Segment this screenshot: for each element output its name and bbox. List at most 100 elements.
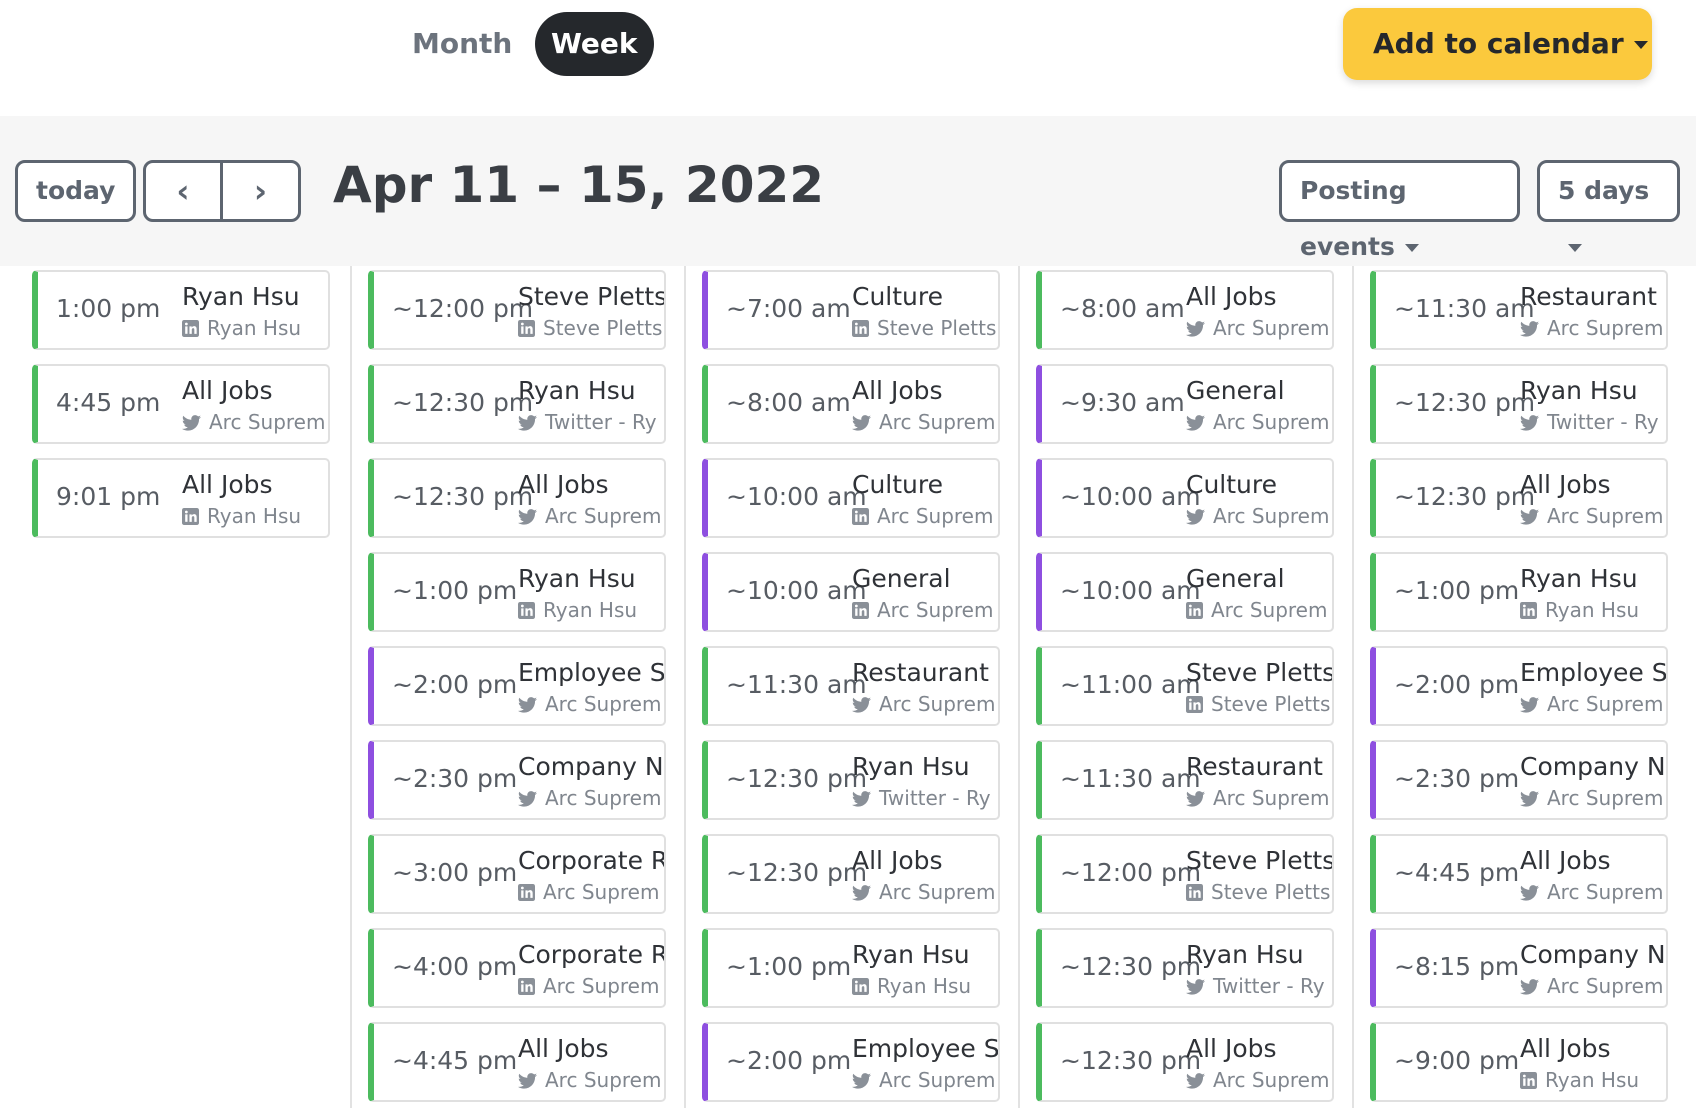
account-name: Twitter - Ry (545, 410, 657, 434)
icon (518, 884, 535, 901)
icon (852, 508, 869, 525)
event-time: ~8:00 am (726, 388, 851, 417)
event-title: Company N (518, 752, 664, 781)
network-icon (852, 410, 879, 434)
event-card[interactable]: ~1:00 pm Ryan Hsu Ryan Hsu (1370, 552, 1668, 632)
event-card[interactable]: ~9:00 pm All Jobs Ryan Hsu (1370, 1022, 1668, 1102)
event-title: Ryan Hsu (182, 282, 300, 311)
event-card[interactable]: ~12:30 pm All Jobs Arc Suprem (702, 834, 1000, 914)
event-card[interactable]: ~7:00 am Culture Steve Pletts (702, 270, 1000, 350)
event-title: Ryan Hsu (518, 564, 636, 593)
account-name: Twitter - Ry (1213, 974, 1325, 998)
event-card[interactable]: ~12:30 pm Ryan Hsu Twitter - Ry (368, 364, 666, 444)
add-to-calendar-button[interactable]: Add to calendar (1343, 8, 1652, 80)
event-card[interactable]: ~11:30 am Restaurant Arc Suprem (702, 646, 1000, 726)
event-account: Arc Suprem (852, 410, 995, 434)
event-card[interactable]: ~1:00 pm Ryan Hsu Ryan Hsu (702, 928, 1000, 1008)
add-label: Add to calendar (1373, 27, 1648, 60)
event-account: Arc Suprem (182, 410, 325, 434)
account-name: Arc Suprem (1547, 504, 1664, 528)
prev-button[interactable]: ‹ (143, 160, 223, 222)
icon (1520, 791, 1539, 807)
event-card[interactable]: ~12:30 pm Ryan Hsu Twitter - Ry (1370, 364, 1668, 444)
event-card[interactable]: ~9:30 am General Arc Suprem (1036, 364, 1334, 444)
event-card[interactable]: ~12:30 pm Ryan Hsu Twitter - Ry (702, 740, 1000, 820)
event-card[interactable]: ~11:00 am Steve Pletts Steve Pletts (1036, 646, 1334, 726)
event-time: ~12:30 pm (392, 388, 534, 417)
event-account: Steve Pletts (852, 316, 996, 340)
event-account: Arc Suprem (1520, 692, 1663, 716)
event-time: ~10:00 am (1060, 576, 1201, 605)
event-card[interactable]: ~2:30 pm Company N Arc Suprem (368, 740, 666, 820)
month-tab[interactable]: Month (412, 27, 513, 60)
event-time: ~11:30 am (1394, 294, 1535, 323)
event-card[interactable]: 4:45 pm All Jobs Arc Suprem (32, 364, 330, 444)
event-card[interactable]: ~11:30 am Restaurant Arc Suprem (1036, 740, 1334, 820)
event-card[interactable]: ~10:00 am General Arc Suprem (1036, 552, 1334, 632)
view-button[interactable]: 5 days (1537, 160, 1680, 222)
icon (1520, 697, 1539, 713)
event-account: Ryan Hsu (182, 504, 301, 528)
day-column: 1:00 pm Ryan Hsu Ryan Hsu 4:45 pm All Jobs Ar… (16, 266, 350, 1108)
account-name: Arc Suprem (1213, 316, 1330, 340)
event-card[interactable]: ~12:30 pm All Jobs Arc Suprem (1036, 1022, 1334, 1102)
event-account: Twitter - Ry (1520, 410, 1659, 434)
event-title: General (1186, 564, 1285, 593)
network-icon (852, 974, 877, 998)
network-icon (1520, 974, 1547, 998)
filter-button[interactable]: Posting events (1279, 160, 1520, 261)
next-button[interactable]: › (220, 160, 301, 222)
event-title: All Jobs (518, 1034, 609, 1063)
event-time: ~8:00 am (1060, 294, 1185, 323)
event-title: All Jobs (852, 846, 943, 875)
network-icon (1520, 504, 1547, 528)
week-tab[interactable]: Week (535, 12, 654, 76)
event-card[interactable]: ~8:15 pm Company N Arc Suprem (1370, 928, 1668, 1008)
event-account: Arc Suprem (1520, 880, 1663, 904)
event-card[interactable]: ~10:00 am General Arc Suprem (702, 552, 1000, 632)
event-title: Employee S (1520, 658, 1668, 687)
event-card[interactable]: ~4:45 pm All Jobs Arc Suprem (1370, 834, 1668, 914)
event-title: Ryan Hsu (1520, 376, 1638, 405)
event-title: Employee S (518, 658, 666, 687)
network-icon (1520, 316, 1547, 340)
event-card[interactable]: ~4:45 pm All Jobs Arc Suprem (368, 1022, 666, 1102)
event-card[interactable]: ~3:00 pm Corporate R Arc Suprem (368, 834, 666, 914)
account-name: Ryan Hsu (207, 316, 302, 340)
event-time: ~12:00 pm (392, 294, 534, 323)
event-card[interactable]: ~12:30 pm Ryan Hsu Twitter - Ry (1036, 928, 1334, 1008)
event-account: Arc Suprem (852, 598, 993, 622)
event-card[interactable]: ~10:00 am Culture Arc Suprem (702, 458, 1000, 538)
event-title: Ryan Hsu (1186, 940, 1304, 969)
account-name: Arc Suprem (545, 786, 662, 810)
event-title: General (1186, 376, 1285, 405)
event-card[interactable]: ~8:00 am All Jobs Arc Suprem (1036, 270, 1334, 350)
network-icon (1520, 786, 1547, 810)
event-card[interactable]: ~1:00 pm Ryan Hsu Ryan Hsu (368, 552, 666, 632)
event-account: Arc Suprem (1520, 504, 1663, 528)
event-title: Culture (1186, 470, 1278, 499)
event-card[interactable]: ~4:00 pm Corporate R Arc Suprem (368, 928, 666, 1008)
event-card[interactable]: ~12:00 pm Steve Pletts Steve Pletts (1036, 834, 1334, 914)
event-time: ~3:00 pm (392, 858, 518, 887)
filter-label: Posting events (1300, 176, 1419, 261)
event-card[interactable]: ~2:00 pm Employee S Arc Suprem (1370, 646, 1668, 726)
event-card[interactable]: 9:01 pm All Jobs Ryan Hsu (32, 458, 330, 538)
event-card[interactable]: ~2:00 pm Employee S Arc Suprem (368, 646, 666, 726)
event-title: Culture (852, 282, 944, 311)
event-card[interactable]: ~12:30 pm All Jobs Arc Suprem (1370, 458, 1668, 538)
event-card[interactable]: ~11:30 am Restaurant Arc Suprem (1370, 270, 1668, 350)
event-card[interactable]: ~2:00 pm Employee S Arc Suprem (702, 1022, 1000, 1102)
event-card[interactable]: ~2:30 pm Company N Arc Suprem (1370, 740, 1668, 820)
event-card[interactable]: ~12:30 pm All Jobs Arc Suprem (368, 458, 666, 538)
event-card[interactable]: ~12:00 pm Steve Pletts Steve Pletts (368, 270, 666, 350)
event-card[interactable]: 1:00 pm Ryan Hsu Ryan Hsu (32, 270, 330, 350)
event-card[interactable]: ~8:00 am All Jobs Arc Suprem (702, 364, 1000, 444)
today-button[interactable]: today (15, 160, 137, 222)
event-card[interactable]: ~10:00 am Culture Arc Suprem (1036, 458, 1334, 538)
network-icon (852, 504, 877, 528)
account-name: Arc Suprem (1213, 410, 1330, 434)
network-icon (518, 410, 545, 434)
network-icon (852, 316, 877, 340)
event-title: Steve Pletts (518, 282, 666, 311)
